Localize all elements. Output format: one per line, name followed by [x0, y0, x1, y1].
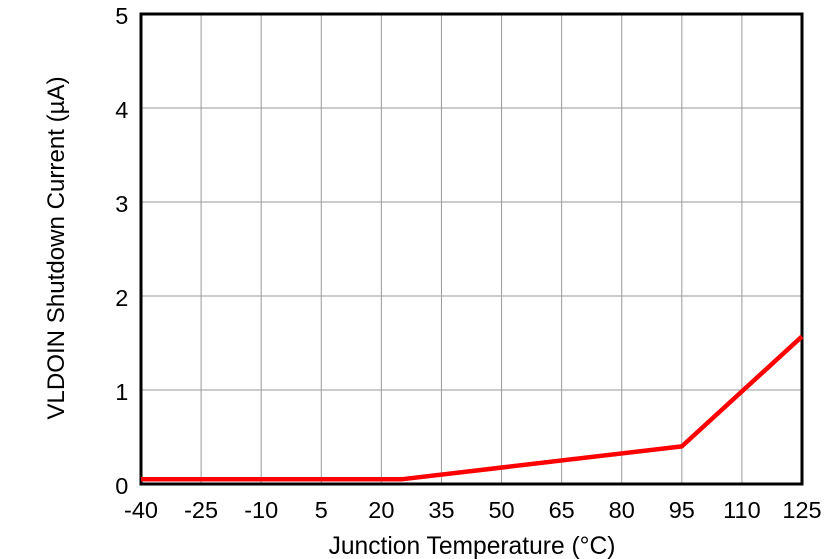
svg-text:0: 0	[115, 473, 128, 499]
svg-text:4: 4	[115, 97, 128, 123]
svg-text:-10: -10	[244, 497, 278, 523]
svg-text:35: 35	[428, 497, 454, 523]
svg-text:20: 20	[368, 497, 394, 523]
svg-text:50: 50	[488, 497, 514, 523]
svg-text:80: 80	[609, 497, 635, 523]
svg-text:65: 65	[549, 497, 575, 523]
svg-text:5: 5	[315, 497, 328, 523]
svg-text:1: 1	[115, 379, 128, 405]
svg-text:5: 5	[115, 3, 128, 29]
svg-text:2: 2	[115, 285, 128, 311]
svg-text:-40: -40	[124, 497, 158, 523]
svg-text:110: 110	[723, 497, 760, 523]
svg-text:-25: -25	[184, 497, 218, 523]
svg-text:125: 125	[782, 497, 821, 523]
svg-text:95: 95	[669, 497, 695, 523]
svg-text:3: 3	[115, 191, 128, 217]
